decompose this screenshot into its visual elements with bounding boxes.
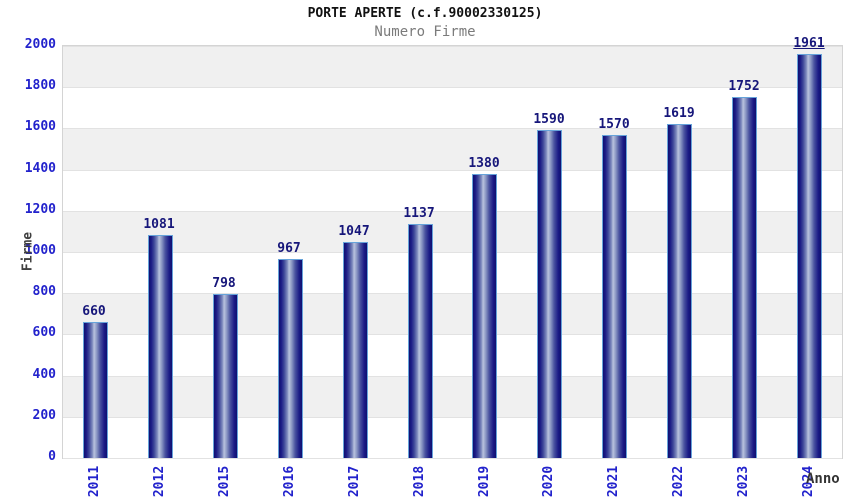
y-tick-label: 2000 [24, 37, 56, 52]
y-tick-label: 1000 [24, 243, 56, 258]
bar-2019 [472, 174, 497, 458]
bar-value-label: 967 [277, 241, 301, 256]
x-tick-label: 2021 [606, 465, 621, 498]
y-axis-title: Firme [20, 231, 36, 272]
bar-value-label: 660 [82, 304, 106, 319]
y-tick-label: 600 [32, 325, 56, 340]
x-tick-label: 2018 [412, 465, 427, 498]
plot-band [63, 169, 842, 211]
x-tick-label: 2016 [282, 465, 297, 498]
y-tick-label: 800 [32, 284, 56, 299]
gridline [63, 417, 842, 418]
plot-band [63, 252, 842, 294]
gridline [63, 293, 842, 294]
x-tick-label: 2019 [477, 465, 492, 498]
bar-value-label: 1961 [793, 36, 825, 51]
bar-2017 [343, 242, 368, 458]
bar-value-label: 1570 [598, 117, 630, 132]
bar-2011 [83, 322, 108, 458]
bar-2016 [278, 259, 303, 458]
plot-band [63, 334, 842, 376]
x-tick-label: 2022 [671, 465, 686, 498]
y-tick-label: 1600 [24, 119, 56, 134]
bar-value-label: 798 [212, 276, 236, 291]
gridline [63, 128, 842, 129]
gridline [63, 376, 842, 377]
gridline [63, 334, 842, 335]
bar-2021 [602, 135, 627, 458]
y-tick-label: 1800 [24, 78, 56, 93]
plot-band [63, 87, 842, 129]
bar-2024 [797, 54, 822, 458]
x-tick-label: 2012 [152, 465, 167, 498]
plot-band [63, 416, 842, 458]
plot-band [63, 128, 842, 170]
bar-value-label: 1380 [468, 156, 500, 171]
x-tick-label: 2023 [736, 465, 751, 498]
bar-2020 [537, 130, 562, 458]
gridline [63, 46, 842, 47]
chart-title: PORTE APERTE (c.f.90002330125) [307, 6, 543, 21]
plot-band [63, 46, 842, 88]
y-tick-label: 0 [48, 449, 56, 464]
gridline [63, 252, 842, 253]
bar-value-label: 1137 [403, 206, 435, 221]
bar-2022 [667, 124, 692, 458]
x-tick-label: 2015 [217, 465, 232, 498]
plot-band [63, 293, 842, 335]
bar-value-label: 1752 [728, 79, 760, 94]
bar-value-label: 1590 [533, 112, 565, 127]
gridline [63, 170, 842, 171]
bar-value-label: 1619 [663, 106, 695, 121]
y-tick-label: 1400 [24, 161, 56, 176]
x-tick-label: 2017 [347, 465, 362, 498]
bar-2012 [148, 235, 173, 458]
x-axis-title: Anno [806, 471, 840, 487]
gridline [63, 211, 842, 212]
bar-value-label: 1047 [338, 224, 370, 239]
gridline [63, 458, 842, 459]
bar-2023 [732, 97, 757, 458]
x-tick-label: 2020 [541, 465, 556, 498]
chart-subtitle: Numero Firme [374, 24, 476, 40]
bar-value-label: 1081 [143, 217, 175, 232]
plot-band [63, 375, 842, 417]
plot-band [63, 210, 842, 252]
gridline [63, 87, 842, 88]
bar-2015 [213, 294, 238, 458]
plot-area [62, 45, 843, 459]
y-tick-label: 1200 [24, 202, 56, 217]
y-tick-label: 400 [32, 367, 56, 382]
x-tick-label: 2011 [87, 465, 102, 498]
bar-2018 [408, 224, 433, 458]
y-tick-label: 200 [32, 408, 56, 423]
